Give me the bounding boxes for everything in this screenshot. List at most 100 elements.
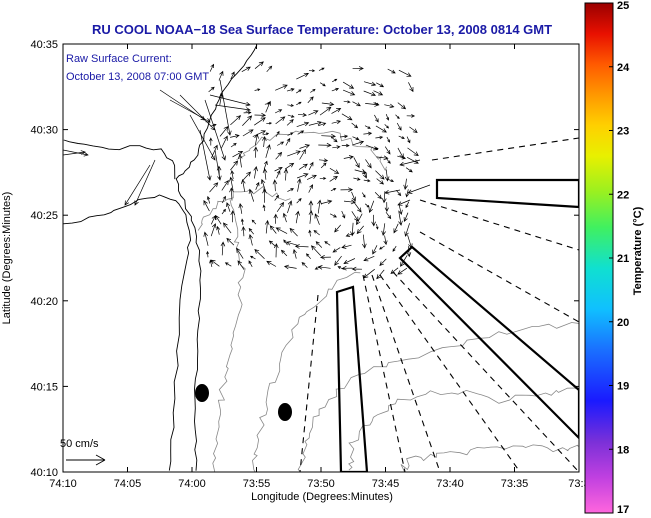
traffic-lane-boundary <box>392 271 579 472</box>
current-vector <box>363 81 377 87</box>
current-vector <box>318 67 325 71</box>
current-vector <box>226 202 231 212</box>
colorbar-tick-label: 18 <box>617 444 629 456</box>
current-vector <box>287 188 294 192</box>
current-vector <box>356 213 363 226</box>
current-vector <box>253 166 258 179</box>
current-vector <box>287 103 295 107</box>
current-vector <box>299 148 306 160</box>
current-vector <box>203 231 209 246</box>
current-vector <box>334 255 342 266</box>
current-vector <box>342 81 355 89</box>
current-vector <box>364 203 370 208</box>
current-vector <box>229 187 234 201</box>
current-vector <box>230 115 242 126</box>
current-vector <box>243 110 252 115</box>
current-vector <box>297 112 307 117</box>
current-vector <box>374 191 382 200</box>
current-vector <box>398 69 412 77</box>
current-vector <box>248 227 254 235</box>
colorbar-tick-label: 23 <box>617 126 629 138</box>
current-vector <box>351 122 359 129</box>
current-vector <box>397 199 411 206</box>
current-vector <box>384 103 395 109</box>
current-vectors <box>63 61 431 280</box>
current-vector <box>272 179 278 192</box>
current-vector <box>308 210 314 224</box>
current-vector <box>218 70 224 81</box>
current-vector <box>343 155 354 160</box>
current-vector <box>371 214 376 227</box>
current-vector <box>237 260 245 270</box>
current-vector <box>361 192 366 198</box>
current-vector <box>282 212 287 223</box>
colorbar-tick-label: 20 <box>617 317 629 329</box>
depth-contour <box>252 272 361 472</box>
current-vector <box>362 234 367 249</box>
current-vector <box>262 136 267 148</box>
current-vector <box>341 244 352 249</box>
current-vector <box>124 164 151 206</box>
current-vector <box>297 130 305 135</box>
current-vector <box>363 179 371 183</box>
current-vector <box>285 137 291 146</box>
x-tick-label: 74:10 <box>49 478 77 490</box>
current-vector <box>294 244 309 249</box>
current-vector <box>379 245 385 250</box>
y-tick-label: 40:25 <box>30 210 58 222</box>
current-vector <box>317 264 331 270</box>
current-vector <box>248 234 254 246</box>
current-vector <box>353 201 362 213</box>
current-vector <box>298 163 308 170</box>
scale-arrow: 50 cm/s <box>60 438 106 466</box>
current-vector <box>308 229 312 237</box>
current-vector <box>229 176 234 191</box>
current-vector <box>351 266 363 272</box>
current-vector <box>363 90 377 97</box>
current-vector <box>306 174 317 180</box>
current-vector <box>275 116 286 125</box>
current-vector <box>230 142 237 148</box>
current-vector <box>209 182 219 193</box>
current-vector <box>383 235 388 246</box>
x-tick-label: 73:40 <box>436 478 464 490</box>
current-vector <box>283 168 289 181</box>
current-vector <box>393 223 399 234</box>
current-vector <box>266 260 277 267</box>
current-vector <box>385 113 390 121</box>
scale-label: 50 cm/s <box>60 438 99 450</box>
current-vector <box>331 87 340 92</box>
current-vector <box>319 82 326 87</box>
current-vector <box>295 210 300 224</box>
current-vector <box>332 78 338 83</box>
x-tick-label: 74:05 <box>114 478 142 490</box>
y-axis-label: Latitude (Degrees:Minutes) <box>1 192 13 325</box>
current-vector <box>385 211 392 220</box>
current-vector <box>339 134 349 139</box>
colorbar-ramp <box>584 2 614 514</box>
current-vector <box>263 160 268 170</box>
current-vector <box>342 89 356 96</box>
current-vector <box>276 201 285 213</box>
current-vector <box>406 114 416 118</box>
current-vector <box>319 106 332 116</box>
current-vector <box>340 187 354 193</box>
traffic-lane-boundary <box>419 199 579 251</box>
current-vector <box>292 248 297 259</box>
current-vector <box>307 96 314 104</box>
current-vector <box>313 230 320 236</box>
current-vector <box>320 162 327 169</box>
x-axis: 74:10 74:05 74:00 73:55 73:50 73:45 73:40 73:35… <box>49 44 590 490</box>
current-vector <box>405 167 413 173</box>
current-vector <box>210 223 217 237</box>
y-tick-label: 40:20 <box>30 296 58 308</box>
current-vector <box>337 266 344 270</box>
current-vector <box>365 159 372 169</box>
current-vector <box>343 199 356 205</box>
current-vector <box>296 89 302 94</box>
current-vector <box>289 227 298 237</box>
colorbar-ticks: 25 24 23 22 21 20 19 18 17 <box>609 0 630 516</box>
colorbar-tick-label: 21 <box>617 253 629 265</box>
current-vector <box>203 200 210 212</box>
